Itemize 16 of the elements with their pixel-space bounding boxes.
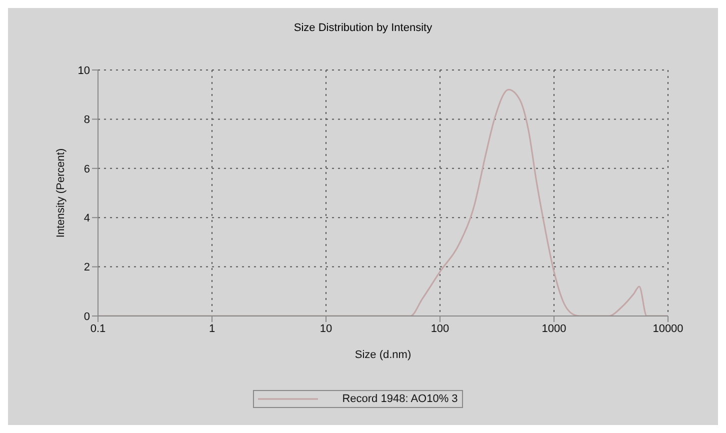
y-tick-label: 4 — [84, 212, 90, 225]
x-tick-label: 1 — [208, 322, 216, 335]
x-tick-label: 10 — [320, 322, 332, 335]
x-tick-label: 1000 — [542, 322, 566, 335]
y-tick-label: 2 — [84, 262, 90, 274]
x-tick-label: 10000 — [652, 322, 684, 335]
text: Record 1948: AO10% 3 — [342, 393, 458, 405]
chart-title: Size Distribution by Intensity — [292, 22, 434, 34]
y-tick-label: 8 — [84, 114, 90, 126]
x-tick-label: 0.1 — [90, 322, 106, 335]
x-tick-label: 100 — [430, 322, 450, 335]
y-tick-label: 0 — [84, 310, 90, 323]
y-axis-title: Intensity (Percent) — [54, 148, 67, 238]
x-axis-title: Size (d.nm) — [354, 349, 412, 361]
y-tick-label: 10 — [78, 64, 90, 77]
y-tick-label: 6 — [84, 163, 90, 176]
